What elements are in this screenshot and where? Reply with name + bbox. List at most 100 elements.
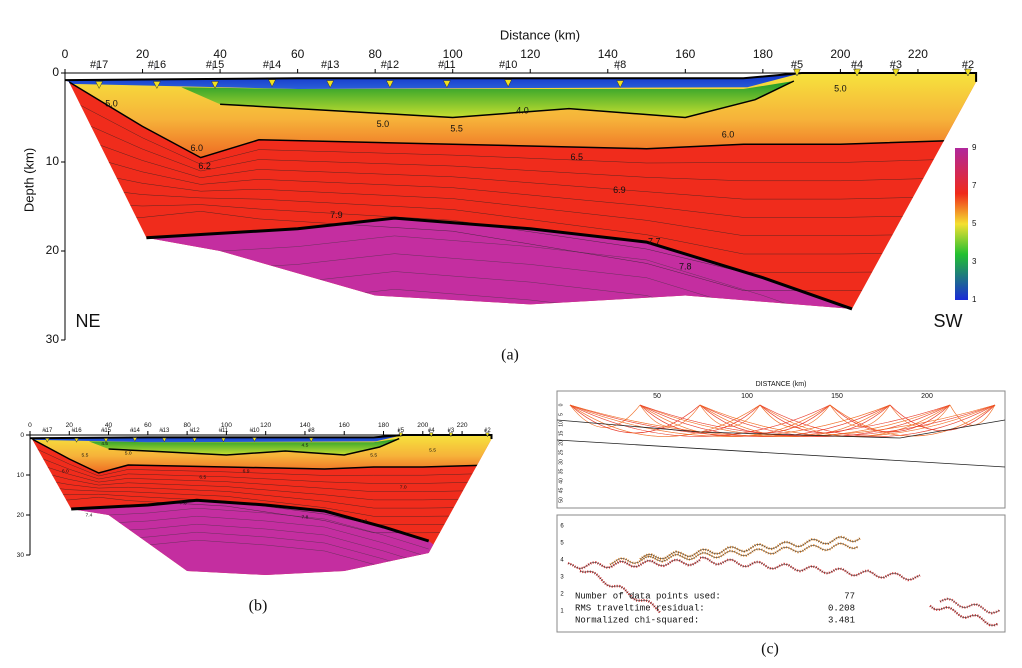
- velocity-label: 6.9: [613, 185, 626, 195]
- station: [162, 437, 167, 443]
- fit-line: [609, 543, 859, 565]
- ray: [569, 404, 831, 437]
- y-tick-label: 3: [560, 575, 564, 581]
- velocity-label: 4.0: [516, 106, 529, 116]
- x-tick-label: 20: [136, 47, 150, 61]
- velocity-label: 5.0: [105, 99, 118, 109]
- velocity-label: 7.7: [648, 236, 661, 246]
- x-tick-label: 160: [339, 422, 350, 429]
- y-tick-label: 5: [560, 541, 564, 547]
- x-tick-label: 80: [368, 47, 382, 61]
- station: [853, 68, 861, 77]
- station: [398, 432, 404, 438]
- ray: [829, 404, 891, 427]
- x-tick-label: 80: [183, 422, 191, 429]
- moho: [71, 498, 430, 543]
- y-tick-label: 4: [560, 558, 564, 564]
- velocity-label: 7.9: [330, 210, 343, 220]
- plot-frame: [556, 390, 1006, 509]
- y-tick-label: 1: [560, 609, 564, 615]
- station-label: #3: [448, 428, 455, 434]
- surface: [64, 72, 978, 82]
- stat-value: 77: [844, 591, 855, 601]
- moho: [146, 216, 853, 311]
- station-label: #12: [190, 428, 201, 434]
- interface: [556, 439, 1006, 468]
- colorbar-tick-label: 3: [972, 257, 977, 266]
- station-label: #13: [321, 59, 339, 71]
- layer-green: [88, 438, 400, 455]
- station: [964, 68, 972, 77]
- velocity-label: 6.0: [62, 468, 69, 474]
- y-tick-label: 30: [17, 552, 25, 559]
- colorbar-tick-label: 5: [972, 219, 977, 228]
- station: [268, 79, 276, 88]
- station-label: #8: [614, 59, 626, 71]
- x-tick-label: 220: [908, 47, 928, 61]
- colorbar-tick-label: 7: [972, 181, 977, 190]
- ray: [699, 404, 831, 434]
- velocity-model: [65, 73, 977, 309]
- station: [326, 80, 335, 89]
- fit-line: [929, 605, 999, 626]
- y-axis-title: Depth (km): [21, 148, 36, 212]
- interface: [556, 419, 1006, 439]
- station: [103, 438, 109, 443]
- contour: [146, 235, 853, 309]
- colorbar-tick-label: 1: [972, 295, 977, 304]
- x-tick-label: 40: [213, 47, 227, 61]
- ray: [569, 404, 761, 437]
- ray: [569, 404, 891, 437]
- y-tick-label: 6: [560, 524, 564, 530]
- y-tick-label: 20: [17, 512, 25, 519]
- ray: [699, 404, 951, 437]
- caption: (a): [501, 347, 519, 364]
- colorbar-tick-label: 9: [972, 143, 977, 152]
- plot-frame: [556, 514, 1006, 633]
- x-tick-label: 0: [62, 47, 69, 61]
- contour: [68, 185, 977, 255]
- contour: [146, 253, 853, 309]
- x-tick-label: 200: [921, 393, 933, 400]
- velocity-label: 7.0: [400, 484, 407, 490]
- traveltime-fits: [567, 535, 1001, 627]
- x-tick-label: 50: [653, 393, 661, 400]
- ray: [699, 404, 761, 427]
- contour: [71, 531, 429, 574]
- velocity-label: 6.5: [571, 152, 584, 162]
- station-label: #14: [130, 428, 141, 434]
- contour: [71, 515, 429, 558]
- contour: [31, 454, 492, 484]
- ray: [889, 404, 951, 427]
- stat-label: Number of data points used:: [575, 591, 721, 601]
- velocity-label: 6.2: [198, 161, 211, 171]
- velocity-label: 7.4: [85, 512, 92, 518]
- station: [252, 437, 257, 443]
- y-tick-label: 30: [46, 332, 60, 346]
- x-tick-label: 0: [28, 422, 32, 429]
- x-tick-label: 120: [520, 47, 540, 61]
- fit-line: [939, 598, 1001, 614]
- x-tick-label: 100: [221, 422, 232, 429]
- station: [428, 432, 434, 438]
- caption: (b): [249, 598, 268, 615]
- ray: [639, 404, 891, 437]
- ray: [759, 404, 831, 428]
- velocity-label: 8.0: [360, 518, 367, 524]
- ray: [639, 404, 701, 427]
- contour: [68, 150, 977, 218]
- contour: [68, 211, 977, 291]
- y-tick-label: 35: [558, 469, 564, 475]
- layer-mantle: [65, 218, 977, 309]
- y-tick-label: 10: [17, 472, 25, 479]
- fit-line: [567, 559, 701, 569]
- colorbar: [955, 148, 968, 300]
- fit-line: [639, 536, 861, 560]
- x-axis-title: DISTANCE (km): [756, 381, 807, 388]
- station-label: #3: [890, 59, 902, 71]
- station-label: #14: [263, 59, 281, 71]
- station: [132, 437, 138, 443]
- x-tick-label: 220: [457, 422, 468, 429]
- station: [793, 68, 801, 77]
